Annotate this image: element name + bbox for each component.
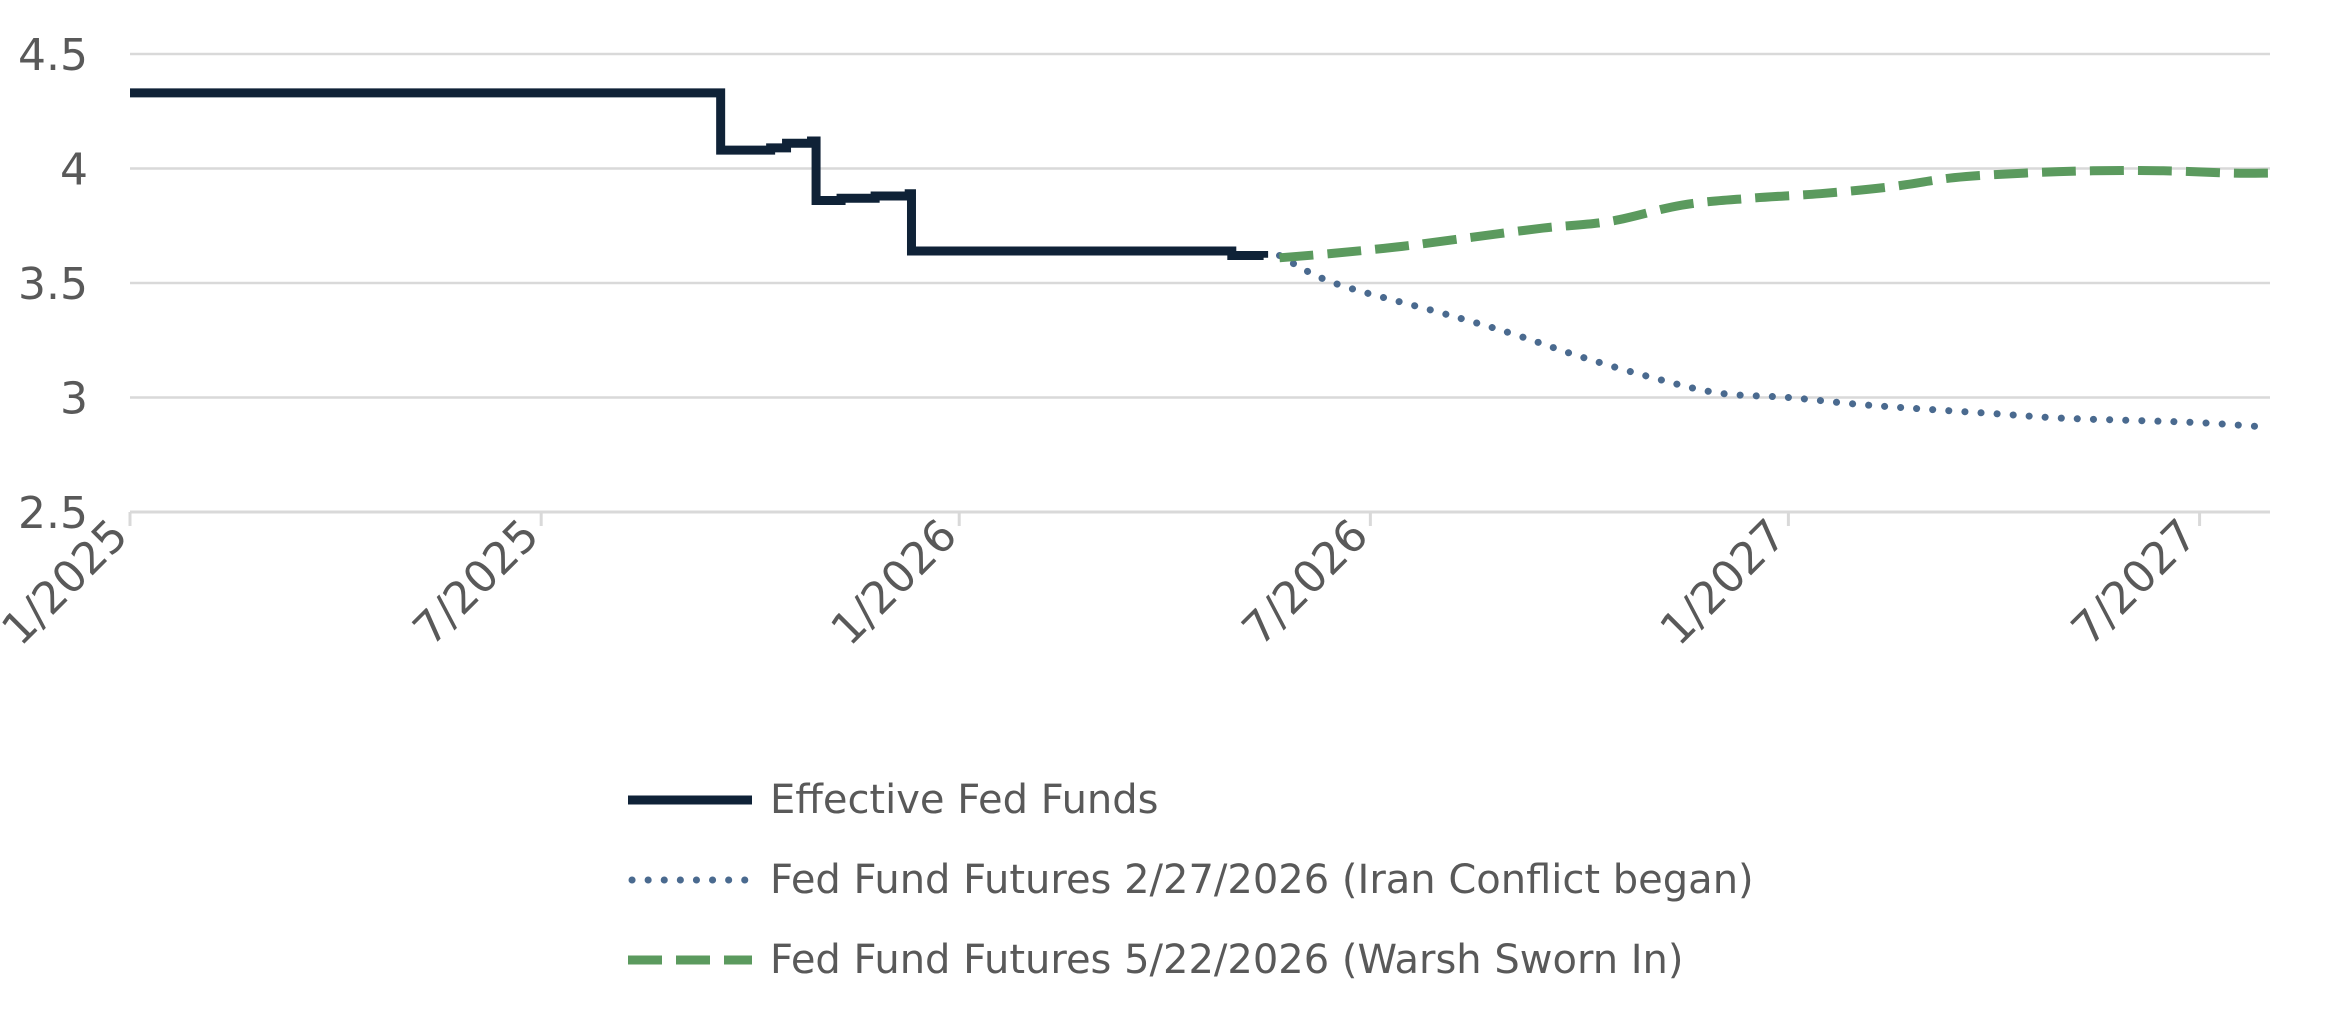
x-tick-label: 7/2025 bbox=[403, 510, 549, 656]
y-tick-label: 3.5 bbox=[18, 259, 88, 310]
gridlines bbox=[130, 52, 2270, 399]
legend-label: Effective Fed Funds bbox=[770, 777, 1159, 823]
series-line-dotted bbox=[1276, 252, 2274, 431]
legend-item-effective-fed-funds: Effective Fed Funds bbox=[628, 760, 1754, 840]
legend-item-futures-warsh: Fed Fund Futures 5/22/2026 (Warsh Sworn … bbox=[628, 920, 1754, 1000]
legend-item-futures-iran: Fed Fund Futures 2/27/2026 (Iran Conflic… bbox=[628, 840, 1754, 920]
x-tick-label: 1/2027 bbox=[1651, 510, 1797, 656]
x-tick-label: 1/2026 bbox=[821, 510, 967, 656]
x-tick-label: 7/2026 bbox=[1233, 510, 1379, 656]
legend-swatch-solid bbox=[628, 795, 752, 805]
series-line-dashed bbox=[1279, 166, 2271, 263]
y-tick-label: 4 bbox=[60, 145, 88, 196]
series-line-solid bbox=[130, 88, 1269, 261]
y-tick-label: 4.5 bbox=[18, 30, 88, 81]
y-tick-label: 2.5 bbox=[18, 488, 88, 539]
legend-swatch-dashed bbox=[628, 955, 752, 965]
series-lines bbox=[130, 88, 2274, 431]
legend-swatch-dotted bbox=[628, 876, 756, 884]
y-axis-ticks: 2.5 3 3.5 4 4.5 bbox=[18, 30, 88, 539]
legend: Effective Fed Funds Fed Fund Futures 2/2… bbox=[628, 760, 1754, 1000]
legend-label: Fed Fund Futures 2/27/2026 (Iran Conflic… bbox=[770, 857, 1754, 903]
x-axis-ticks: 1/2025 7/2025 1/2026 7/2026 1/2027 7/2027 bbox=[0, 510, 2207, 656]
legend-label: Fed Fund Futures 5/22/2026 (Warsh Sworn … bbox=[770, 937, 1684, 983]
x-tick-label: 7/2027 bbox=[2062, 510, 2208, 656]
y-tick-label: 3 bbox=[60, 374, 88, 425]
